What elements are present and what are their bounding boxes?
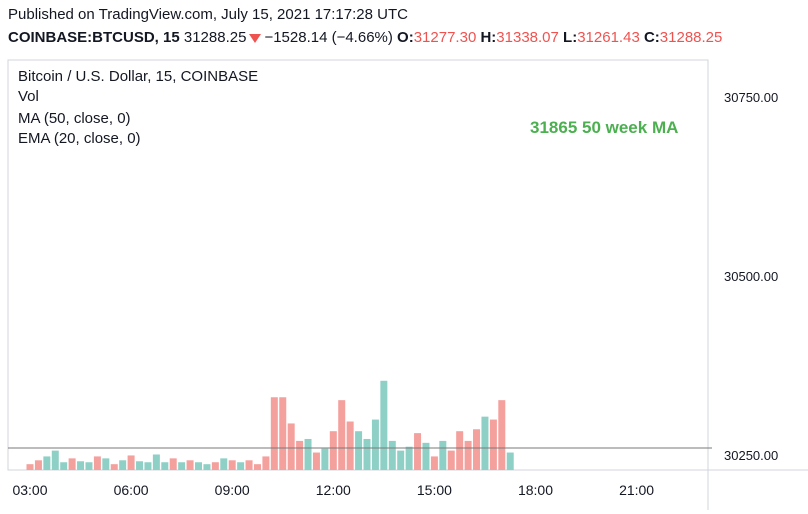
volume-bar: [287, 423, 295, 470]
volume-bar: [321, 448, 329, 470]
volume-bar: [161, 462, 169, 470]
volume-bar: [144, 462, 152, 470]
volume-bar: [498, 400, 506, 470]
symbol: COINBASE:BTCUSD, 15: [8, 29, 180, 46]
legend-ma: MA (50, close, 0): [18, 110, 131, 127]
volume-bar: [203, 464, 211, 470]
time-tick-label: 12:00: [316, 482, 351, 498]
price-tick-label: 30250.00: [724, 448, 778, 463]
close-value: 31288.25: [659, 29, 723, 46]
symbol-line: COINBASE:BTCUSD, 15 31288.25 −1528.14 (−4…: [8, 29, 722, 46]
time-tick-label: 03:00: [12, 482, 47, 498]
volume-bar: [26, 464, 34, 470]
volume-bar: [127, 455, 135, 470]
volume-bar: [439, 440, 447, 470]
volume-bar: [506, 452, 514, 470]
legend-title: Bitcoin / U.S. Dollar, 15, COINBASE: [18, 68, 259, 85]
volume-bar: [253, 464, 261, 470]
volume-bar: [228, 460, 236, 470]
volume-bar: [355, 431, 363, 470]
volume-bar: [329, 431, 337, 470]
volume-bar: [136, 461, 144, 470]
last-price: 31288.25: [183, 29, 247, 46]
open-label: O:: [397, 29, 414, 46]
volume-bar: [68, 458, 76, 470]
volume-bar: [77, 461, 85, 470]
volume-bar: [346, 421, 354, 470]
change: −1528.14 (−4.66%): [264, 29, 393, 46]
ma-annotation: 31865 50 week MA: [530, 118, 678, 137]
volume-bar: [102, 458, 110, 470]
volume-bar: [338, 400, 346, 470]
volume-bar: [397, 450, 405, 470]
volume-bar: [43, 456, 51, 470]
volume-bar: [489, 419, 497, 470]
volume-bar: [178, 462, 186, 470]
volume-bar: [447, 450, 455, 470]
volume-bar: [51, 450, 59, 470]
volume-bar: [422, 442, 430, 470]
price-tick-label: 30500.00: [724, 269, 778, 284]
volume-bar: [388, 440, 396, 470]
volume-bar: [380, 380, 388, 470]
high-value: 31338.07: [496, 29, 559, 46]
volume-bar: [464, 440, 472, 470]
open-value: 31277.30: [413, 29, 477, 46]
volume-bar: [237, 462, 245, 470]
time-tick-label: 18:00: [518, 482, 553, 498]
volume-bar: [270, 397, 278, 470]
volume-bar: [473, 429, 481, 470]
volume-bar: [195, 462, 202, 470]
volume-bar: [312, 452, 320, 470]
low-value: 31261.43: [577, 29, 640, 46]
volume-bar: [296, 440, 304, 470]
volume-bar: [110, 464, 118, 470]
legend-ema: EMA (20, close, 0): [18, 130, 141, 147]
time-tick-label: 15:00: [417, 482, 452, 498]
volume-bar: [481, 416, 489, 470]
volume-bar: [262, 456, 270, 470]
time-tick-label: 09:00: [215, 482, 250, 498]
volume-bar: [456, 431, 464, 470]
volume-bar: [60, 462, 68, 470]
volume-bar: [279, 397, 287, 470]
volume-layer: [26, 380, 514, 470]
volume-bar: [152, 454, 160, 470]
close-label: C:: [643, 29, 660, 46]
published-line: Published on TradingView.com, July 15, 2…: [8, 6, 408, 23]
price-tick-label: 30750.00: [724, 90, 778, 105]
time-tick-label: 06:00: [114, 482, 149, 498]
legend-vol: Vol: [18, 88, 39, 105]
down-arrow-icon: [249, 33, 262, 43]
volume-bar: [93, 456, 101, 470]
volume-bar: [34, 460, 42, 470]
time-axis[interactable]: 03:00 06:00 09:00 12:00 15:00 18:00 21:00: [12, 482, 654, 498]
volume-bar: [169, 458, 177, 470]
high-label: H:: [480, 29, 497, 46]
volume-bar: [430, 456, 438, 470]
volume-bar: [363, 438, 371, 470]
volume-bar: [414, 433, 422, 470]
volume-bar: [220, 458, 228, 470]
volume-bar: [85, 462, 93, 470]
volume-bar: [119, 460, 127, 470]
price-axis[interactable]: 32250.0032000.0031750.0031500.0031250.00…: [724, 0, 778, 463]
low-label: L:: [563, 29, 578, 46]
volume-bar: [371, 419, 379, 470]
volume-bar: [211, 462, 219, 470]
volume-bar: [245, 460, 253, 470]
time-tick-label: 21:00: [619, 482, 654, 498]
volume-bar: [405, 446, 413, 470]
volume-bar: [186, 460, 194, 470]
volume-bar: [304, 438, 312, 470]
